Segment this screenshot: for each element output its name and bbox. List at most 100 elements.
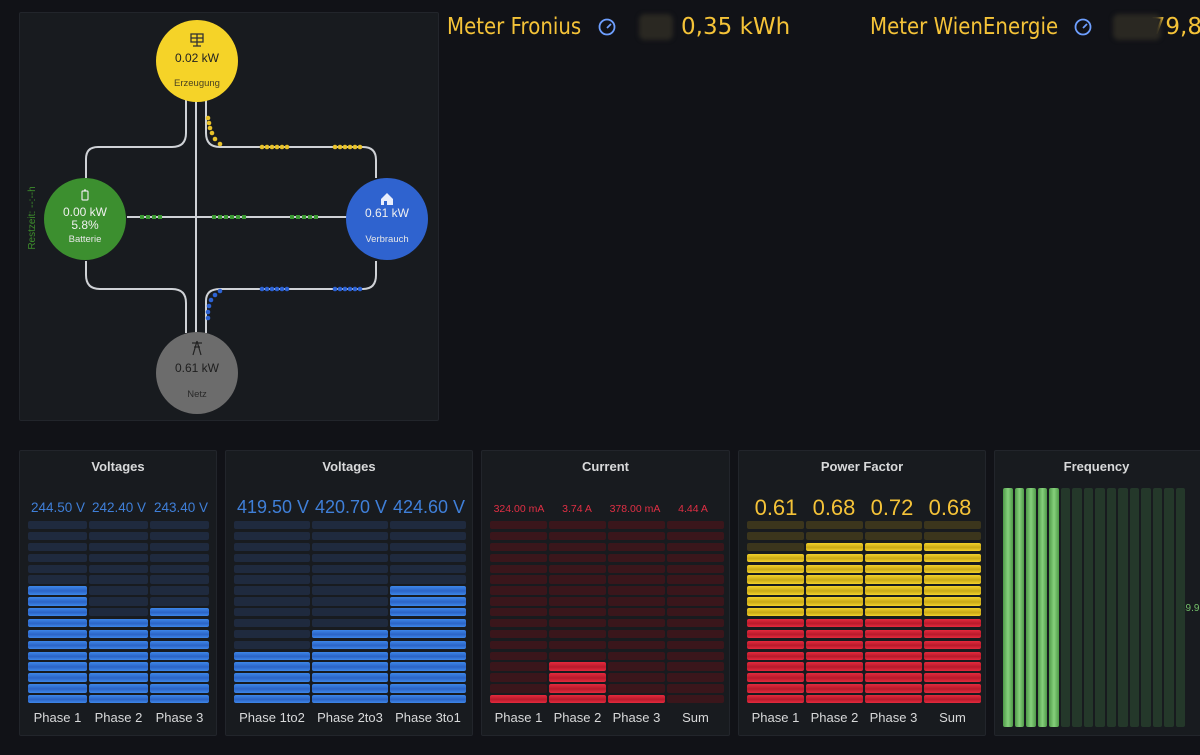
bar-segment	[549, 564, 606, 573]
meter-wienenergie-stat[interactable]: Meter WienEnergie 79,89	[870, 14, 1200, 40]
bar-label: Sum	[682, 710, 709, 725]
bar-segment	[312, 662, 388, 671]
bar-segment	[234, 542, 310, 552]
bar-segment	[89, 673, 148, 682]
bar-segment	[865, 564, 922, 573]
meter-fronius-stat[interactable]: Meter Fronius 0,35 kWh	[447, 14, 790, 40]
bar-segment	[312, 597, 388, 606]
bar-segment	[608, 662, 665, 671]
battery-power-value: 0.00 kW	[63, 205, 108, 219]
bar-segment	[865, 684, 922, 693]
bar-segment	[234, 651, 310, 660]
bar-segment	[390, 651, 466, 660]
bar-segment	[608, 521, 665, 530]
bar-segment	[865, 521, 922, 530]
grid-flow-dots	[205, 286, 363, 321]
panel-title: Current	[582, 459, 629, 474]
home-node[interactable]: 0.61 kW Verbrauch	[346, 178, 428, 260]
bar-segment	[490, 640, 547, 650]
gauge-values: 324.00 mA 3.74 A 378.00 mA 4.44 A	[490, 503, 723, 515]
bar-segment	[150, 640, 209, 650]
bar-segment	[28, 586, 87, 595]
bar-segment	[608, 564, 665, 573]
gauge-value: 420.70 V	[314, 497, 388, 517]
gauge-value: 324.00 mA	[493, 503, 545, 515]
bar-segment	[667, 618, 724, 628]
bar-segment	[150, 521, 209, 530]
gauge-value: 4.44 A	[678, 503, 708, 515]
bar-segment	[490, 684, 547, 693]
bar-segment	[924, 695, 981, 704]
gauge-value: 424.60 V	[392, 497, 466, 517]
battery-node[interactable]: 0.00 kW 5.8% Batterie	[44, 178, 126, 260]
panel-title: Voltages	[91, 459, 145, 474]
frequency-segment	[1129, 488, 1139, 727]
bar-segment	[234, 564, 310, 573]
grid-label: Netz	[187, 389, 207, 400]
bar-segment	[608, 695, 665, 704]
bar-segment	[89, 586, 148, 595]
bar-segment	[806, 640, 863, 650]
bar-segment	[390, 531, 466, 541]
bar-segment	[234, 586, 310, 595]
bar-segment	[667, 521, 724, 530]
bar-segment	[234, 575, 310, 584]
bar-segment	[608, 608, 665, 617]
bar-segment	[865, 651, 922, 660]
bar-segment	[549, 629, 606, 639]
bar-segment	[390, 564, 466, 573]
bar-segment	[865, 542, 922, 552]
bar-segment	[28, 662, 87, 671]
solar-panel-icon	[190, 33, 204, 47]
bar-segment	[150, 586, 209, 595]
bar-segment	[150, 673, 209, 682]
bar-segment	[150, 618, 209, 628]
bar-segment	[312, 651, 388, 660]
bar-segment	[747, 662, 804, 671]
grid-power-value: 0.61 kW	[175, 361, 220, 375]
bar-label: Phase 3	[869, 710, 918, 725]
bar-segment	[747, 618, 804, 628]
bar-segment	[924, 618, 981, 628]
bar-segment	[667, 695, 724, 704]
frequency-segment	[1026, 488, 1036, 727]
bar-segment	[549, 608, 606, 617]
bar-segment	[234, 618, 310, 628]
bar-segment	[865, 531, 922, 541]
bar-segment	[549, 575, 606, 584]
meter-fronius-value: 0,35 kWh	[681, 14, 791, 40]
bar-segment	[608, 586, 665, 595]
bar-segment	[924, 673, 981, 682]
bar-segment	[549, 618, 606, 628]
bar-segment	[667, 640, 724, 650]
bar-label: Phase 1to2	[239, 710, 305, 725]
gauge-value: 419.50 V	[236, 497, 310, 517]
bar-segment	[865, 553, 922, 563]
bar-segment	[234, 662, 310, 671]
bar-segment	[806, 618, 863, 628]
bar-segment	[490, 651, 547, 660]
bar-segment	[28, 597, 87, 606]
bar-segment	[234, 597, 310, 606]
frequency-segment	[1083, 488, 1093, 727]
bar-segment	[549, 542, 606, 552]
grid-node[interactable]: 0.61 kW Netz	[156, 332, 238, 414]
bar-segment	[806, 662, 863, 671]
redacted-value	[1112, 14, 1161, 40]
bar-segment	[234, 684, 310, 693]
bar-segment	[806, 597, 863, 606]
solar-node[interactable]: 0.02 kW Erzeugung	[156, 20, 238, 102]
bar-segment	[667, 542, 724, 552]
bar-segment	[747, 640, 804, 650]
bar-segment	[924, 531, 981, 541]
bar-segment	[312, 695, 388, 704]
bar-segment	[667, 608, 724, 617]
panel-title: Power Factor	[820, 459, 904, 474]
bar-segment	[608, 597, 665, 606]
bar-segment	[806, 542, 863, 552]
bar-segment	[150, 531, 209, 541]
bar-segment	[390, 586, 466, 595]
bar-segment	[312, 564, 388, 573]
restzeit-label: Restzeit: --:--h	[27, 186, 38, 249]
bar-segment	[150, 553, 209, 563]
